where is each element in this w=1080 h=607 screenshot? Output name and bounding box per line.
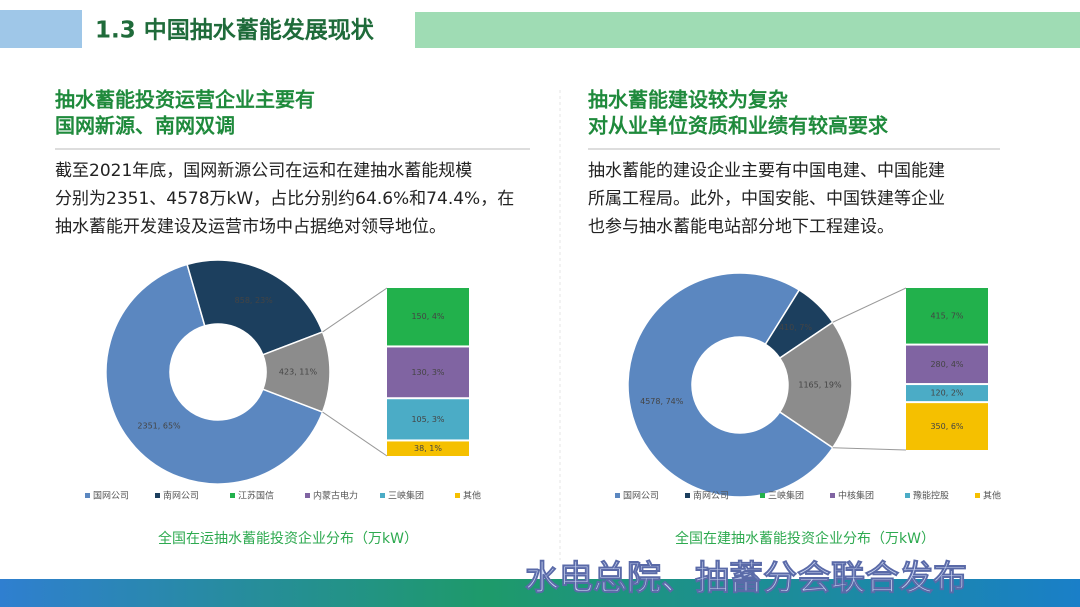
legend-label: 其他 xyxy=(983,490,1001,502)
legend-swatch xyxy=(975,493,980,498)
legend-swatch xyxy=(685,493,690,498)
chart-caption: 全国在运抽水蓄能投资企业分布（万kW） xyxy=(158,530,418,547)
section-heading: 抽水蓄能建设较为复杂 xyxy=(588,88,788,112)
body-text: 分别为2351、4578万kW，占比分别约64.6%和74.4%，在 xyxy=(55,189,514,209)
stack-segment xyxy=(387,288,469,346)
legend-swatch xyxy=(760,493,765,498)
legend-label: 内蒙古电力 xyxy=(313,490,358,502)
segment-label: 280, 4% xyxy=(930,360,963,369)
stack-segment xyxy=(906,385,988,402)
donut-slice xyxy=(627,272,834,498)
stack-segment xyxy=(906,288,988,344)
legend-label: 国网公司 xyxy=(93,491,129,502)
body-text: 抽水蓄能的建设企业主要有中国电建、中国能建 xyxy=(588,161,945,181)
body-text: 抽水蓄能开发建设及运营市场中占据绝对领导地位。 xyxy=(55,217,446,237)
slice-label: 858, 23% xyxy=(235,296,274,305)
legend-swatch xyxy=(455,493,460,498)
header-block xyxy=(0,10,82,48)
segment-label: 105, 3% xyxy=(411,415,444,424)
segment-label: 38, 1% xyxy=(414,444,442,453)
slice-label: 2351, 65% xyxy=(137,422,181,431)
segment-label: 150, 4% xyxy=(411,312,444,321)
footer-bar xyxy=(0,579,1080,607)
body-text: 也参与抽水蓄能电站部分地下工程建设。 xyxy=(588,217,894,237)
legend-swatch xyxy=(380,493,385,498)
legend-swatch xyxy=(830,493,835,498)
segment-label: 350, 6% xyxy=(930,422,963,431)
donut-slice xyxy=(105,263,324,485)
body-text: 截至2021年底，国网新源公司在运和在建抽水蓄能规模 xyxy=(55,161,472,181)
slice-label: 410, 7% xyxy=(779,323,812,332)
stack-segment xyxy=(906,403,988,450)
stack-segment xyxy=(906,345,988,384)
header-bar xyxy=(415,12,1080,48)
legend-label: 豫能控股 xyxy=(913,490,949,502)
legend-swatch xyxy=(230,493,235,498)
legend-swatch xyxy=(305,493,310,498)
slice-label: 423, 11% xyxy=(279,368,318,377)
chart-caption: 全国在建抽水蓄能投资企业分布（万kW） xyxy=(675,530,935,547)
legend-swatch xyxy=(905,493,910,498)
connector xyxy=(322,287,388,333)
legend-swatch xyxy=(615,493,620,498)
legend-label: 中核集团 xyxy=(838,490,874,502)
segment-label: 120, 2% xyxy=(930,389,963,398)
legend-label: 南网公司 xyxy=(693,490,729,502)
stack-segment xyxy=(387,441,469,456)
legend-label: 三峡集团 xyxy=(388,490,424,502)
legend-swatch xyxy=(155,493,160,498)
legend-swatch xyxy=(85,493,90,498)
legend-label: 南网公司 xyxy=(163,490,199,502)
section-heading: 国网新源、南网双调 xyxy=(55,114,235,138)
donut-slice xyxy=(261,330,331,414)
connector xyxy=(832,447,907,451)
stack-segment xyxy=(387,399,469,440)
body-text: 所属工程局。此外，中国安能、中国铁建等企业 xyxy=(588,189,945,209)
legend-label: 国网公司 xyxy=(623,491,659,502)
section-heading: 对从业单位资质和业绩有较高要求 xyxy=(588,114,889,138)
connector xyxy=(832,287,907,323)
connector xyxy=(322,411,388,457)
section-heading: 抽水蓄能投资运营企业主要有 xyxy=(55,88,315,112)
stack-segment xyxy=(387,347,469,398)
segment-label: 130, 3% xyxy=(411,368,444,377)
slice-label: 1165, 19% xyxy=(798,381,842,390)
legend-label: 江苏国信 xyxy=(238,490,274,502)
legend-label: 其他 xyxy=(463,490,481,502)
footer-text: 水电总院、抽蓄分会联合发布 xyxy=(525,559,967,599)
slice-label: 4578, 74% xyxy=(640,397,684,406)
donut-slice xyxy=(186,259,324,356)
segment-label: 415, 7% xyxy=(930,311,963,320)
donut-slice xyxy=(778,321,853,449)
legend-label: 三峡集团 xyxy=(768,490,804,502)
page-title: 1.3 中国抽水蓄能发展现状 xyxy=(95,17,375,44)
